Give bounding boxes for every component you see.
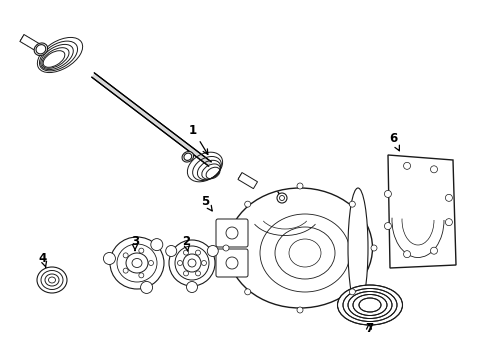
Ellipse shape [36,45,46,54]
Ellipse shape [348,188,368,308]
Circle shape [187,282,197,292]
Circle shape [445,194,452,201]
Circle shape [139,248,144,253]
Ellipse shape [45,274,59,286]
Ellipse shape [184,153,192,161]
Circle shape [371,245,377,251]
Circle shape [123,253,128,258]
Circle shape [349,201,355,207]
Circle shape [123,268,128,273]
Circle shape [245,201,251,207]
Polygon shape [20,35,40,51]
Ellipse shape [126,253,148,273]
Circle shape [201,261,206,266]
Text: 3: 3 [131,234,139,250]
Circle shape [277,193,287,203]
Circle shape [245,289,251,295]
Ellipse shape [37,267,67,293]
Circle shape [183,250,189,255]
Circle shape [297,307,303,313]
Circle shape [103,252,116,265]
Circle shape [183,271,189,276]
Circle shape [404,162,411,169]
Circle shape [177,261,182,266]
Circle shape [223,245,229,251]
Text: 7: 7 [365,321,373,334]
FancyBboxPatch shape [216,219,248,247]
Text: 5: 5 [201,194,212,211]
Circle shape [445,219,452,226]
FancyBboxPatch shape [216,249,248,277]
Circle shape [151,239,163,251]
Circle shape [385,222,392,230]
Ellipse shape [338,285,402,325]
Circle shape [166,246,177,257]
Ellipse shape [183,254,201,272]
Text: 6: 6 [389,131,399,151]
Ellipse shape [227,188,372,308]
Circle shape [196,271,200,276]
Circle shape [404,251,411,258]
Circle shape [431,166,438,173]
Circle shape [207,246,218,257]
Ellipse shape [110,237,164,289]
Text: 2: 2 [182,234,190,251]
Circle shape [385,190,392,197]
Ellipse shape [34,43,48,55]
Circle shape [139,273,144,278]
Ellipse shape [169,240,215,286]
Circle shape [141,282,152,293]
Circle shape [297,183,303,189]
Circle shape [196,250,200,255]
Polygon shape [388,155,456,268]
Polygon shape [92,73,211,166]
Circle shape [349,289,355,295]
Polygon shape [238,172,258,189]
Ellipse shape [182,152,194,162]
Circle shape [431,247,438,254]
Circle shape [148,261,153,266]
Text: 1: 1 [189,123,208,154]
Text: 4: 4 [39,252,47,267]
